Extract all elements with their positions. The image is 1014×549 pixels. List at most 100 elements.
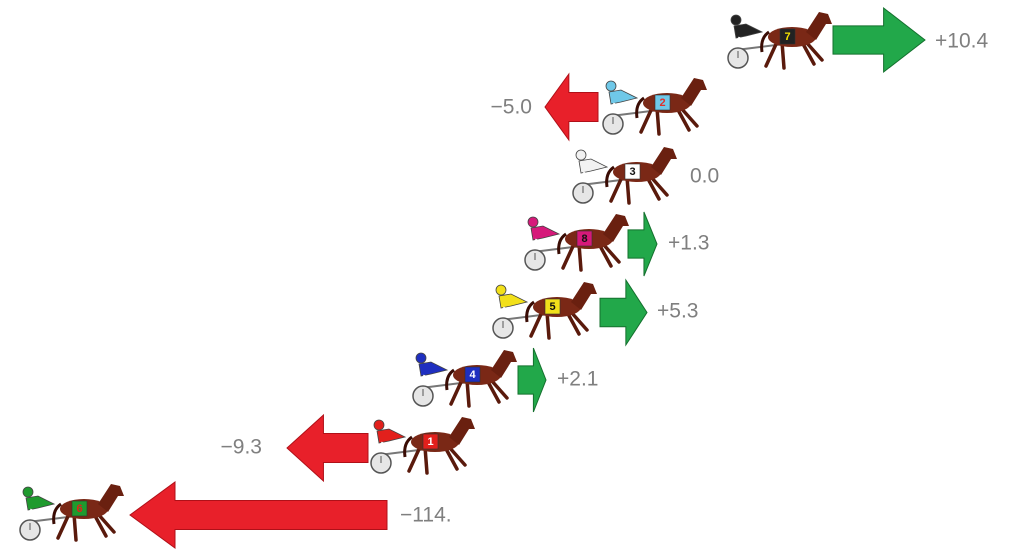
horse-number: 1 xyxy=(427,436,433,448)
saddle-cloth xyxy=(654,94,671,111)
horse-tail xyxy=(52,502,62,525)
horse-leg xyxy=(565,310,581,336)
saddle-cloth xyxy=(779,28,796,45)
horse-leg xyxy=(601,242,621,264)
horse-entry: 7 +10.4 xyxy=(727,6,988,74)
horse-leg xyxy=(597,242,613,268)
horse-leg xyxy=(407,445,422,473)
horse-number: 5 xyxy=(549,301,555,313)
jockey-body xyxy=(498,293,529,309)
jockey-leg xyxy=(582,171,598,181)
jockey-helmet xyxy=(575,149,587,161)
horse-neck xyxy=(449,417,475,445)
jockey-helmet xyxy=(373,419,385,431)
horse-leg xyxy=(72,512,78,542)
saddle-cloth xyxy=(544,298,561,315)
horse-leg xyxy=(529,310,544,338)
horse-tail xyxy=(403,435,413,458)
horse-tail xyxy=(525,300,535,323)
horse-entry: 5 +5.3 xyxy=(492,278,698,347)
saddle-cloth xyxy=(624,163,641,180)
horse-tail xyxy=(635,96,645,119)
horse-tail xyxy=(760,30,770,53)
horse-leg xyxy=(639,106,654,134)
horse-leg xyxy=(96,512,116,534)
horse-neck xyxy=(603,214,629,242)
horse-leg xyxy=(645,175,661,201)
change-label: −9.3 xyxy=(221,436,262,459)
horse-entry: 1 −9.3 xyxy=(221,413,475,483)
horse-entry: 8 +1.3 xyxy=(524,211,709,277)
jockey-body xyxy=(608,89,639,105)
jockey-leg xyxy=(502,306,518,316)
jockey-body xyxy=(25,495,56,511)
horse-leg xyxy=(764,40,779,68)
jockey-leg xyxy=(380,441,396,451)
horse-leg xyxy=(56,512,71,540)
horse-number: 6 xyxy=(76,503,82,515)
horse-leg xyxy=(625,175,631,205)
change-label: +5.3 xyxy=(657,300,698,323)
horse-leg xyxy=(465,378,471,408)
change-label: −114. xyxy=(400,504,452,527)
horse-entry: 6 −114. xyxy=(19,481,452,549)
horse-leg xyxy=(609,175,624,203)
horse-leg xyxy=(569,310,589,332)
horse-neck xyxy=(571,282,597,310)
horse-number: 2 xyxy=(659,97,665,109)
horse-leg xyxy=(655,106,661,136)
horse-number: 3 xyxy=(629,166,635,178)
horse-tail xyxy=(557,232,567,255)
jockey-body xyxy=(376,428,407,444)
jockey-leg xyxy=(29,508,45,518)
horse-leg xyxy=(649,175,669,197)
saddle-cloth xyxy=(422,433,439,450)
horse-leg xyxy=(485,378,501,404)
horse-entry: 3 0.0 xyxy=(572,147,719,205)
horse-leg xyxy=(577,242,583,272)
jockey-helmet xyxy=(605,80,617,92)
horse-leg xyxy=(679,106,699,128)
jockey-body xyxy=(530,225,561,241)
horse-number: 7 xyxy=(784,31,790,43)
jockey-helmet xyxy=(415,352,427,364)
horse-entry: 4 +2.1 xyxy=(412,347,598,413)
horse-neck xyxy=(681,78,707,106)
loss-arrow xyxy=(544,72,599,142)
horse-tail xyxy=(605,165,615,188)
horse-leg xyxy=(804,40,824,62)
jockey-body xyxy=(418,361,449,377)
horse-entry: 2 −5.0 xyxy=(491,72,707,142)
horse-leg xyxy=(92,512,108,538)
horse-neck xyxy=(98,484,124,512)
horse-leg xyxy=(443,445,459,471)
horse-leg xyxy=(489,378,509,400)
gain-arrow xyxy=(832,6,926,74)
loss-arrow xyxy=(286,413,369,483)
horse-number: 8 xyxy=(581,233,587,245)
saddle-cloth xyxy=(576,230,593,247)
horse-number: 4 xyxy=(469,369,476,381)
jockey-leg xyxy=(737,36,753,46)
horse-tail xyxy=(445,368,455,391)
jockey-leg xyxy=(534,238,550,248)
loss-arrow xyxy=(129,481,388,549)
jockey-body xyxy=(578,158,609,174)
change-label: +2.1 xyxy=(557,368,598,391)
jockey-helmet xyxy=(22,486,34,498)
jockey-helmet xyxy=(730,14,742,26)
horse-neck xyxy=(651,147,677,175)
change-label: 0.0 xyxy=(690,165,719,188)
jockey-leg xyxy=(422,374,438,384)
gain-arrow xyxy=(599,278,648,347)
saddle-cloth xyxy=(464,366,481,383)
gain-arrow xyxy=(627,211,658,277)
horse-leg xyxy=(449,378,464,406)
gain-arrow xyxy=(517,347,547,413)
jockey-leg xyxy=(612,102,628,112)
horse-leg xyxy=(780,40,786,70)
horse-leg xyxy=(545,310,551,340)
saddle-cloth xyxy=(71,500,88,517)
change-label: +1.3 xyxy=(668,232,709,255)
